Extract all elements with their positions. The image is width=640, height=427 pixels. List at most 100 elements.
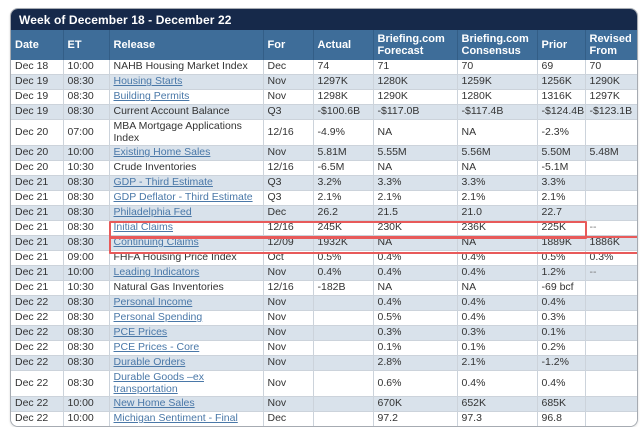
cell-et: 08:30 <box>63 355 110 371</box>
cell-consensus: 97.3 <box>457 411 538 426</box>
cell-date: Dec 22 <box>11 325 64 341</box>
cell-actual <box>313 310 374 326</box>
cell-actual: 245K <box>313 220 374 236</box>
cell-et: 08:30 <box>63 295 110 311</box>
cell-consensus: 0.4% <box>457 250 538 266</box>
cell-for: Nov <box>263 74 314 90</box>
cell-consensus: 5.56M <box>457 145 538 161</box>
cell-for: Nov <box>263 295 314 311</box>
cell-et: 10:30 <box>63 160 110 176</box>
cell-et: 08:30 <box>63 74 110 90</box>
cell-date: Dec 19 <box>11 74 64 90</box>
cell-date: Dec 20 <box>11 160 64 176</box>
cell-et: 10:00 <box>63 60 110 75</box>
table-row: Dec 21 08:30 Initial Claims 12/16 245K 230K 23… <box>11 220 637 236</box>
cell-for: Nov <box>263 89 314 105</box>
cell-forecast: 670K <box>373 396 458 412</box>
cell-date: Dec 21 <box>11 265 64 281</box>
cell-prior: 0.4% <box>537 370 586 397</box>
cell-et: 08:30 <box>63 220 110 236</box>
release-link[interactable]: Existing Home Sales <box>113 146 211 159</box>
cell-actual <box>313 396 374 412</box>
cell-et: 08:30 <box>63 175 110 191</box>
cell-revised_from: -$123.1B <box>585 104 637 120</box>
cell-actual: 5.81M <box>313 145 374 161</box>
col-header-prior: Prior <box>537 30 586 60</box>
cell-release: Housing Starts <box>109 74 264 90</box>
col-header-consensus: Briefing.com Consensus <box>457 30 538 60</box>
cell-prior: -$124.4B <box>537 104 586 120</box>
table-row: Dec 22 08:30 Personal Income Nov 0.4% 0.4% 0.4… <box>11 295 637 311</box>
cell-consensus: NA <box>457 119 538 146</box>
cell-prior: 2.1% <box>537 190 586 206</box>
release-link[interactable]: New Home Sales <box>113 397 195 410</box>
cell-date: Dec 21 <box>11 250 64 266</box>
cell-consensus: 21.0 <box>457 205 538 221</box>
release-link[interactable]: Durable Goods –ex transportation <box>113 371 204 395</box>
cell-revised_from <box>585 205 637 221</box>
cell-date: Dec 20 <box>11 145 64 161</box>
release-link[interactable]: Personal Spending <box>113 311 203 324</box>
cell-release: Philadelphia Fed <box>109 205 264 221</box>
release-link[interactable]: Continuing Claims <box>113 236 199 249</box>
cell-actual: 0.5% <box>313 250 374 266</box>
cell-actual: -$100.6B <box>313 104 374 120</box>
cell-consensus: 2.1% <box>457 190 538 206</box>
cell-actual: -6.5M <box>313 160 374 176</box>
col-header-date: Date <box>11 30 64 60</box>
col-header-actual: Actual <box>313 30 374 60</box>
table-row: Dec 22 08:30 Durable Orders Nov 2.8% 2.1% -1.2… <box>11 355 637 371</box>
cell-revised_from: 5.48M <box>585 145 637 161</box>
cell-release: Durable Orders <box>109 355 264 371</box>
release-link[interactable]: Durable Orders <box>113 356 186 369</box>
cell-revised_from <box>585 411 637 426</box>
cell-for: Nov <box>263 370 314 397</box>
cell-actual: 74 <box>313 60 374 75</box>
table-row: Dec 21 10:30 Natural Gas Inventories 12/16-… <box>11 280 637 296</box>
cell-actual <box>313 370 374 397</box>
cell-consensus: 0.4% <box>457 310 538 326</box>
release-link[interactable]: Philadelphia Fed <box>113 206 192 219</box>
release-link[interactable]: PCE Prices <box>113 326 168 339</box>
cell-actual: 3.2% <box>313 175 374 191</box>
cell-release: Personal Spending <box>109 310 264 326</box>
cell-for: Nov <box>263 325 314 341</box>
cell-prior: 0.5% <box>537 250 586 266</box>
cell-forecast: 0.5% <box>373 310 458 326</box>
release-link[interactable]: Leading Indicators <box>113 266 200 279</box>
release-link[interactable]: Building Permits <box>113 90 190 103</box>
cell-consensus: 1259K <box>457 74 538 90</box>
table-row: Dec 19 08:30 Housing Starts Nov 1297K 1280K 12… <box>11 74 637 90</box>
cell-release: Leading Indicators <box>109 265 264 281</box>
cell-date: Dec 19 <box>11 89 64 105</box>
cell-release: Durable Goods –ex transportation <box>109 370 264 397</box>
cell-prior: 0.1% <box>537 325 586 341</box>
release-link[interactable]: Housing Starts <box>113 75 183 88</box>
cell-forecast: 21.5 <box>373 205 458 221</box>
release-link[interactable]: Personal Income <box>113 296 193 309</box>
col-header-forecast: Briefing.com Forecast <box>373 30 458 60</box>
cell-release: GDP - Third Estimate <box>109 175 264 191</box>
cell-date: Dec 22 <box>11 370 64 397</box>
release-link[interactable]: PCE Prices - Core <box>113 341 200 354</box>
cell-revised_from <box>585 175 637 191</box>
cell-forecast: 2.1% <box>373 190 458 206</box>
cell-consensus: 0.3% <box>457 325 538 341</box>
cell-revised_from <box>585 280 637 296</box>
release-link[interactable]: Initial Claims <box>113 221 174 234</box>
cell-date: Dec 21 <box>11 280 64 296</box>
cell-for: Nov <box>263 310 314 326</box>
release-link[interactable]: GDP - Third Estimate <box>113 176 213 189</box>
release-link[interactable]: GDP Deflator - Third Estimate <box>113 191 253 204</box>
cell-consensus: NA <box>457 280 538 296</box>
cell-prior: 225K <box>537 220 586 236</box>
cell-date: Dec 22 <box>11 355 64 371</box>
cell-prior: 1889K <box>537 235 586 251</box>
release-link[interactable]: Michigan Sentiment - Final <box>113 412 238 425</box>
cell-release: New Home Sales <box>109 396 264 412</box>
cell-release: FHFA Housing Price Index <box>109 250 264 266</box>
cell-prior: 1256K <box>537 74 586 90</box>
cell-forecast: 0.1% <box>373 340 458 356</box>
cell-forecast: NA <box>373 235 458 251</box>
cell-for: Nov <box>263 145 314 161</box>
